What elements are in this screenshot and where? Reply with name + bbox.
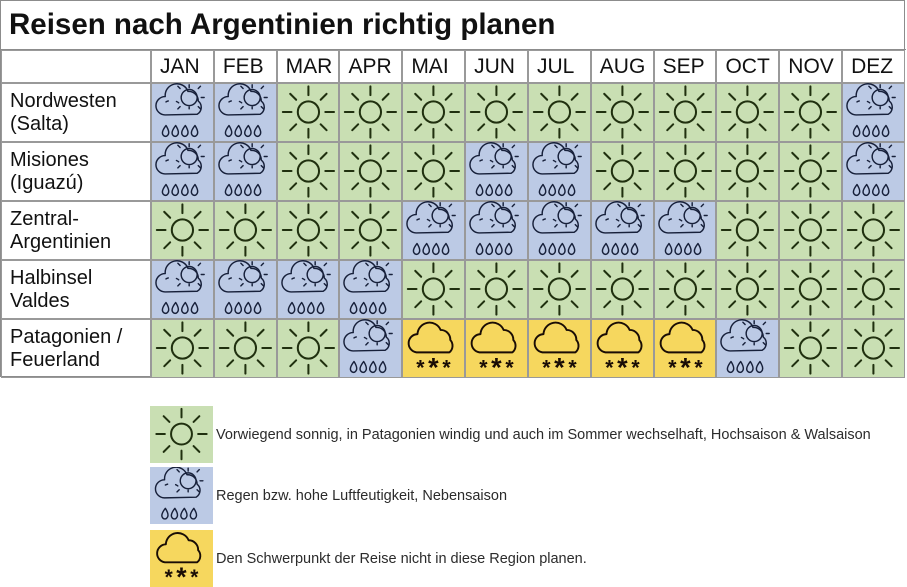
svg-text:*: * (554, 353, 565, 378)
svg-text:*: * (165, 566, 174, 587)
svg-text:*: * (176, 562, 187, 587)
svg-text:*: * (505, 356, 514, 378)
svg-text:*: * (190, 566, 199, 587)
svg-text:*: * (605, 356, 614, 378)
svg-text:*: * (479, 356, 488, 378)
svg-text:*: * (428, 353, 439, 378)
svg-text:*: * (491, 353, 502, 378)
svg-text:*: * (668, 356, 677, 378)
svg-text:*: * (542, 356, 551, 378)
svg-text:*: * (443, 356, 452, 378)
svg-text:*: * (680, 353, 691, 378)
svg-text:*: * (694, 356, 703, 378)
svg-text:*: * (631, 356, 640, 378)
svg-text:*: * (417, 356, 426, 378)
svg-text:*: * (617, 353, 628, 378)
svg-text:*: * (568, 356, 577, 378)
